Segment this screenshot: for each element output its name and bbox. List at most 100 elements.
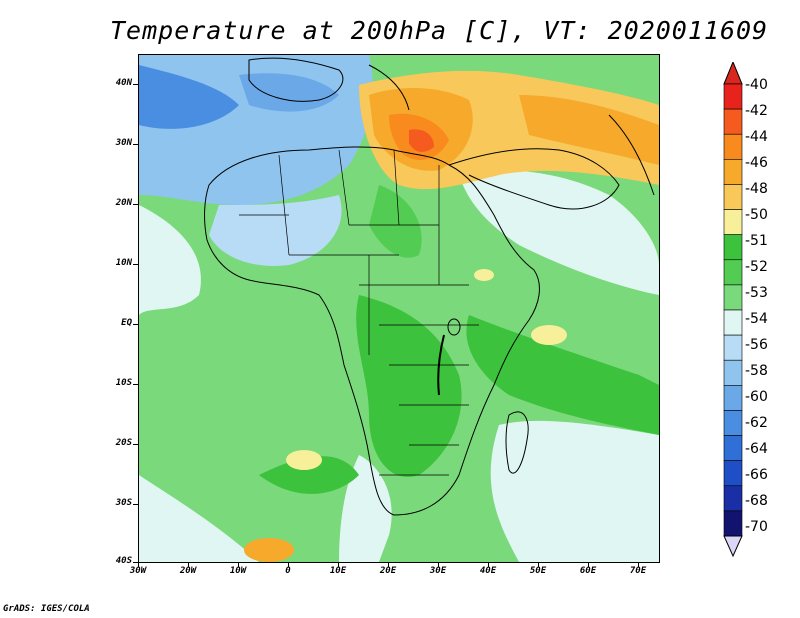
lon-tick-mark	[488, 563, 489, 567]
lat-label-30s: 30S	[115, 498, 132, 508]
color-bar-swatch	[723, 159, 743, 185]
color-bar-swatch	[723, 510, 743, 537]
color-bar-swatch	[723, 234, 743, 261]
color-bar-swatch	[723, 284, 743, 311]
lat-tick-mark	[133, 264, 138, 265]
lat-label-20n: 20N	[115, 198, 132, 208]
lon-tick-mark	[288, 563, 289, 567]
color-bar-bottom-arrow	[723, 535, 743, 558]
color-bar-swatch	[723, 385, 743, 411]
lon-tick-mark	[588, 563, 589, 567]
field-arabian-sea-light	[459, 170, 659, 295]
lat-tick-mark	[133, 384, 138, 385]
field-sahara-light-blue	[209, 195, 342, 266]
field-spot-south-atlantic	[244, 538, 294, 562]
color-bar-swatch	[723, 460, 743, 487]
temperature-field	[139, 55, 659, 562]
color-bar-swatches	[723, 83, 743, 537]
legend-label: -56	[745, 337, 768, 353]
field-central-africa-dark-green	[356, 295, 462, 477]
field-iberia-blue	[239, 73, 339, 112]
arabia-coastline	[448, 148, 620, 210]
legend-label: -42	[745, 103, 768, 119]
lat-tick-mark	[133, 562, 138, 563]
lat-tick-mark	[133, 84, 138, 85]
lat-label-30n: 30N	[115, 138, 132, 148]
lon-tick-mark	[138, 563, 139, 567]
legend-label: -68	[745, 493, 768, 509]
field-spot-angola	[286, 450, 322, 470]
lat-tick-mark	[133, 144, 138, 145]
field-atlantic-dark-blue	[139, 65, 239, 129]
color-bar-swatch	[723, 334, 743, 361]
legend-label: -58	[745, 363, 768, 379]
lon-tick-mark	[438, 563, 439, 567]
lon-label-30w: 30W	[129, 566, 147, 576]
legend-label: -52	[745, 259, 768, 275]
africa-coastline	[204, 146, 540, 516]
lon-label-10e: 10E	[329, 566, 347, 576]
lat-label-40n: 40N	[115, 78, 132, 88]
lake-victoria	[447, 318, 461, 336]
color-bar-swatch	[723, 410, 743, 436]
legend-label: -66	[745, 467, 768, 483]
grads-credit: GrADS: IGES/COLA	[3, 604, 90, 614]
lon-label-70e: 70E	[629, 566, 647, 576]
color-bar	[723, 62, 743, 558]
color-bar-swatch	[723, 359, 743, 386]
legend-label: -40	[745, 77, 768, 93]
color-bar-top-arrow	[723, 62, 743, 85]
legend-label: -54	[745, 311, 768, 327]
lon-label-60e: 60E	[579, 566, 597, 576]
legend-label: -62	[745, 415, 768, 431]
legend-label: -50	[745, 207, 768, 223]
lat-tick-mark	[133, 324, 138, 325]
color-bar-swatch	[723, 209, 743, 235]
lat-label-10n: 10N	[115, 258, 132, 268]
color-bar-swatch	[723, 184, 743, 210]
color-bar-swatch	[723, 485, 743, 512]
field-southern-band-dark-green	[259, 456, 359, 494]
lon-label-40e: 40E	[479, 566, 497, 576]
map-panel	[138, 54, 660, 563]
field-south-africa-light	[339, 455, 392, 562]
color-bar-swatch	[723, 83, 743, 110]
lon-label-10w: 10W	[229, 566, 247, 576]
lat-label-20s: 20S	[115, 438, 132, 448]
legend-label: -60	[745, 389, 768, 405]
legend-label: -51	[745, 233, 768, 249]
iberia-coastline	[248, 57, 344, 102]
field-sudan-green	[369, 185, 422, 258]
legend-label: -53	[745, 285, 768, 301]
legend-label: -44	[745, 129, 768, 145]
lon-tick-mark	[238, 563, 239, 567]
lat-label-10s: 10S	[115, 378, 132, 388]
country-borders	[239, 149, 479, 476]
color-bar-swatch	[723, 435, 743, 461]
india-coastline	[608, 114, 655, 196]
lon-label-30e: 30E	[429, 566, 447, 576]
field-southwest-light	[139, 475, 259, 562]
field-spot-ethiopia	[474, 269, 494, 281]
lat-label-eq: EQ	[121, 318, 132, 328]
color-bar-swatch	[723, 259, 743, 286]
field-spot-somalia	[531, 325, 567, 345]
lon-tick-mark	[338, 563, 339, 567]
italy-coastline	[368, 64, 410, 111]
madagascar-coastline	[505, 411, 529, 474]
lon-label-50e: 50E	[529, 566, 547, 576]
lon-tick-mark	[638, 563, 639, 567]
legend-label: -64	[745, 441, 768, 457]
lon-tick-mark	[188, 563, 189, 567]
field-iran-orange	[519, 95, 659, 165]
legend-label: -46	[745, 155, 768, 171]
lat-label-40s: 40S	[115, 556, 132, 566]
color-bar-swatch	[723, 108, 743, 135]
field-indian-ocean-dark-green	[466, 315, 659, 435]
lat-tick-mark	[133, 444, 138, 445]
lon-label-20w: 20W	[179, 566, 197, 576]
legend-label: -48	[745, 181, 768, 197]
lon-tick-mark	[388, 563, 389, 567]
field-south-indian-light	[490, 420, 659, 562]
map-title: Temperature at 200hPa [C], VT: 202001160…	[110, 16, 769, 45]
